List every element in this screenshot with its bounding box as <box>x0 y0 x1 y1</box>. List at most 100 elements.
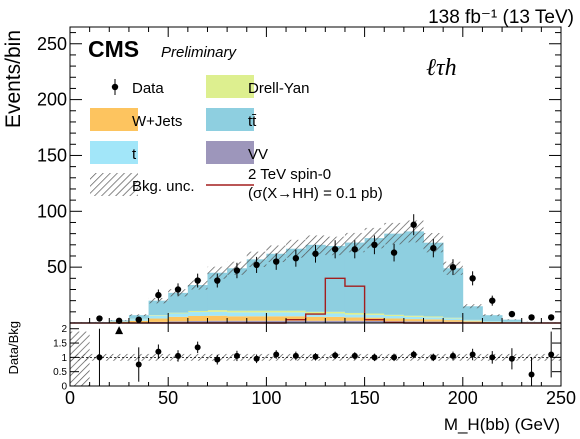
unc-band <box>207 266 228 279</box>
unc-band <box>384 222 404 245</box>
bar-ttbar <box>187 285 208 311</box>
bar-drell_yan <box>207 310 228 312</box>
bar-vv <box>266 320 287 323</box>
ratio-point <box>96 354 103 361</box>
ratio-y-axis-title: Data/Bkg <box>6 321 21 374</box>
data-point <box>214 277 221 284</box>
ratio-point <box>548 351 555 358</box>
ratio-point <box>253 355 260 362</box>
data-point <box>528 314 535 321</box>
data-point <box>135 316 142 323</box>
bar-t <box>462 320 483 322</box>
bar-ttbar <box>403 231 424 316</box>
preliminary-label: Preliminary <box>161 44 238 61</box>
ratio-frame <box>69 322 562 387</box>
bar-ttbar <box>344 242 365 313</box>
x-axis-title: M_H(bb) (GeV) <box>444 415 560 434</box>
data-point <box>233 267 241 274</box>
legend-swatch-unc <box>90 173 138 196</box>
legend-item-unc: Bkg. unc. <box>90 173 195 196</box>
data-point <box>273 258 280 265</box>
bar-w_jets <box>305 316 326 321</box>
data-point <box>469 275 476 282</box>
bar-t <box>344 314 365 318</box>
bar-ttbar <box>266 253 287 311</box>
x-tick-label: 50 <box>158 388 178 408</box>
bar-w_jets <box>384 318 405 322</box>
bar-ttbar <box>482 315 503 322</box>
bar-w_jets <box>207 315 228 321</box>
bar-drell_yan <box>403 315 424 317</box>
bar-t <box>482 321 503 322</box>
bar-ttbar <box>423 242 444 317</box>
bar-t <box>246 312 267 317</box>
y-axis-title: Events/bin <box>2 30 25 128</box>
y-tick-label: 150 <box>37 145 67 165</box>
legend-item-drell_yan: Drell-Yan <box>206 75 309 98</box>
legend-item-data: Data <box>111 79 164 97</box>
data-point <box>253 261 260 269</box>
legend-label: 2 TeV spin-0 <box>248 166 331 183</box>
bar-w_jets <box>227 316 248 321</box>
bar-drell_yan <box>344 312 365 315</box>
legend-label: Data <box>132 80 164 97</box>
bar-w_jets <box>344 317 365 321</box>
bar-t <box>443 318 464 321</box>
data-point <box>430 244 437 252</box>
data-point <box>449 263 457 271</box>
ratio-y-tick-label: 0 <box>61 382 67 393</box>
bar-drell_yan <box>325 311 346 314</box>
bar-drell_yan <box>227 310 248 313</box>
legend-label: tt̄ <box>248 113 257 130</box>
ratio-point <box>312 353 319 360</box>
data-point <box>331 246 339 253</box>
bar-w_jets <box>403 319 424 322</box>
data-point <box>194 277 201 284</box>
ratio-point <box>214 356 221 363</box>
data-point <box>351 246 358 253</box>
bar-drell_yan <box>246 310 267 313</box>
bar-vv <box>423 321 444 323</box>
ratio-point <box>351 352 358 359</box>
bar-vv <box>207 320 228 323</box>
legend-swatch-t <box>90 141 138 164</box>
bar-vv <box>187 320 208 323</box>
legend-item-signal: 2 TeV spin-0 (σ(X→HH) = 0.1 pb) <box>206 166 383 202</box>
unc-band <box>462 304 483 309</box>
bar-ttbar <box>443 268 464 318</box>
y-tick-label: 100 <box>37 201 67 221</box>
ratio-point <box>528 371 535 378</box>
legend-swatch-w_jets <box>90 108 138 131</box>
ratio-point <box>332 352 339 359</box>
bar-ttbar <box>502 319 523 322</box>
bar-ttbar <box>207 272 228 311</box>
legend-swatch-drell_yan <box>206 75 254 98</box>
unc-band <box>128 314 149 317</box>
legend-label-line2: (σ(X→HH) = 0.1 pb) <box>248 185 383 202</box>
bar-ttbar <box>305 244 326 312</box>
bar-t <box>266 312 287 317</box>
bar-vv <box>168 321 189 323</box>
ratio-point <box>233 352 240 359</box>
ratio-point <box>273 351 280 358</box>
luminosity-label: 138 fb⁻¹ (13 TeV) <box>428 7 574 28</box>
ratio-point <box>292 352 299 359</box>
bar-drell_yan <box>187 310 208 313</box>
ratio-point <box>135 361 142 368</box>
bar-vv <box>286 320 307 323</box>
y-tick-label: 50 <box>47 257 67 277</box>
bar-w_jets <box>187 315 208 321</box>
ratio-point <box>410 351 417 358</box>
bar-t <box>384 315 405 319</box>
bar-vv <box>403 321 424 323</box>
unc-band <box>502 319 522 321</box>
bar-t <box>325 313 346 317</box>
legend-label: VV <box>248 146 268 163</box>
data-point <box>489 297 496 304</box>
x-tick-label: 200 <box>448 388 478 408</box>
bar-vv <box>227 320 248 323</box>
bar-vv <box>325 320 346 323</box>
y-tick-label: 200 <box>37 90 67 110</box>
bar-vv <box>364 320 385 323</box>
